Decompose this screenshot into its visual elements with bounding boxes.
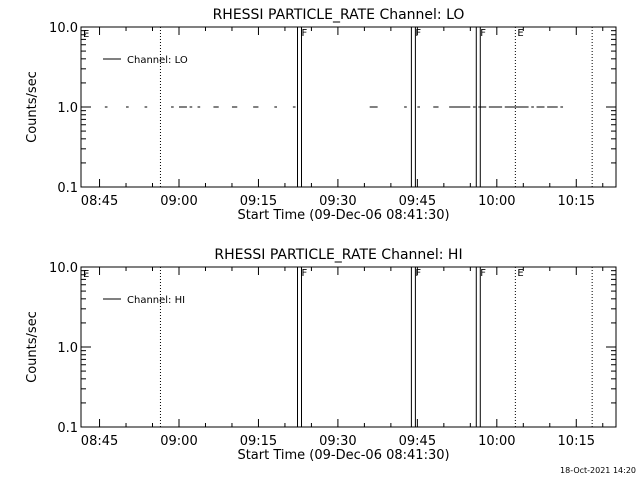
x-tick-label: 09:30 (319, 194, 356, 209)
event-line-label: F (302, 28, 308, 39)
y-tick-label: 10.0 (49, 261, 78, 276)
chart-title: RHESSI PARTICLE_RATE Channel: HI (214, 247, 462, 263)
x-tick-label: 09:15 (240, 434, 277, 449)
x-tick-label: 09:30 (319, 434, 356, 449)
y-tick-label: 1.0 (57, 101, 78, 116)
event-line-label: F (480, 28, 486, 39)
y-tick-label: 0.1 (57, 421, 78, 436)
footer-timestamp: 18-Oct-2021 14:20 (560, 466, 636, 475)
x-tick-label: 09:00 (160, 434, 197, 449)
x-tick-label: 09:45 (399, 194, 436, 209)
corner-label: E (83, 29, 89, 40)
legend-label: Channel: LO (127, 55, 188, 66)
event-line-label: E (517, 268, 523, 279)
event-line-label: F (302, 268, 308, 279)
plot-frame (80, 266, 617, 428)
x-axis-label: Start Time (09-Dec-06 08:41:30) (237, 208, 449, 223)
plot-frame (80, 26, 617, 188)
y-tick-label: 10.0 (49, 21, 78, 36)
x-tick-label: 08:45 (81, 194, 118, 209)
chart-title: RHESSI PARTICLE_RATE Channel: LO (213, 7, 465, 23)
y-axis-label: Counts/sec (25, 71, 40, 143)
x-tick-label: 10:15 (558, 194, 595, 209)
x-tick-label: 10:00 (478, 194, 515, 209)
y-axis-label: Counts/sec (25, 311, 40, 383)
y-tick-label: 0.1 (57, 181, 78, 196)
x-tick-label: 10:15 (558, 434, 595, 449)
x-tick-label: 09:45 (399, 434, 436, 449)
y-tick-label: 1.0 (57, 341, 78, 356)
chart-panel-2: RHESSI PARTICLE_RATE Channel: HI 0.1 1.0 10… (25, 247, 617, 463)
x-tick-label: 08:45 (81, 434, 118, 449)
x-tick-label: 10:00 (478, 434, 515, 449)
event-line-label: F (415, 28, 421, 39)
legend-label: Channel: HI (127, 295, 185, 306)
event-line-label: F (480, 268, 486, 279)
x-axis-label: Start Time (09-Dec-06 08:41:30) (237, 448, 449, 463)
event-line-label: E (517, 28, 523, 39)
chart-panel-1: RHESSI PARTICLE_RATE Channel: LO 0.1 1.0 10… (25, 7, 617, 223)
x-tick-label: 09:00 (160, 194, 197, 209)
event-line-label: F (415, 268, 421, 279)
x-tick-label: 09:15 (240, 194, 277, 209)
corner-label: E (83, 269, 89, 280)
